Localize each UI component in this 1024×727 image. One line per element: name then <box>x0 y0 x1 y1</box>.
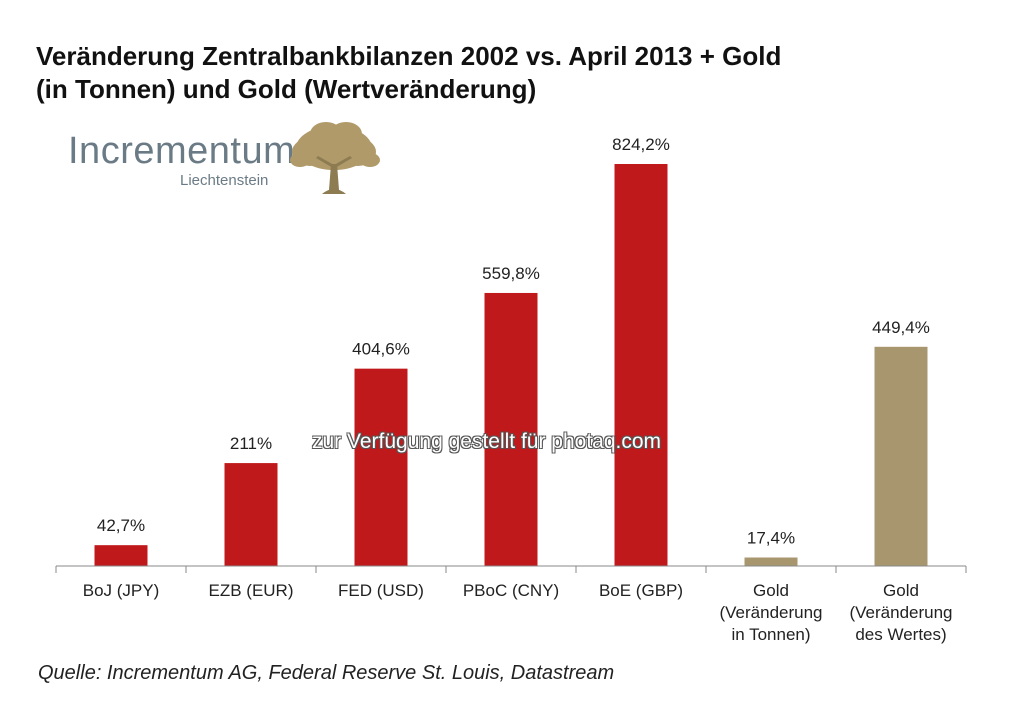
bar-value-label: 42,7% <box>97 516 145 535</box>
category-tick-label: (Veränderung <box>849 603 952 622</box>
logo-name: Incrementum <box>68 130 296 172</box>
chart-title-line-2: (in Tonnen) und Gold (Wertveränderung) <box>36 74 537 104</box>
bar <box>94 545 148 566</box>
bar <box>354 368 408 566</box>
bar <box>874 346 928 566</box>
category-tick-label: EZB (EUR) <box>209 581 294 600</box>
bar-value-label: 404,6% <box>352 340 410 359</box>
category-tick-label: PBoC (CNY) <box>463 581 559 600</box>
bar-value-label: 211% <box>230 434 272 453</box>
incrementum-logo: Incrementum Liechtenstein <box>68 118 388 208</box>
bar <box>484 292 538 566</box>
category-tick-label: (Veränderung <box>719 603 822 622</box>
bar <box>224 463 278 566</box>
category-tick-label: BoE (GBP) <box>599 581 683 600</box>
tree-icon <box>290 122 380 194</box>
watermark-text: zur Verfügung gestellt für photaq.com <box>312 430 662 453</box>
bar <box>744 557 798 566</box>
chart-title: Veränderung Zentralbankbilanzen 2002 vs.… <box>36 40 936 106</box>
bar-value-label: 824,2% <box>612 135 670 154</box>
bar-value-label: 449,4% <box>872 318 930 337</box>
category-tick-label: FED (USD) <box>338 581 424 600</box>
bar-value-label: 17,4% <box>747 529 795 548</box>
category-tick-label: in Tonnen) <box>731 625 810 644</box>
category-tick-label: des Wertes) <box>855 625 946 644</box>
logo-subtitle: Liechtenstein <box>180 172 269 189</box>
chart-title-line-1: Veränderung Zentralbankbilanzen 2002 vs.… <box>36 41 782 71</box>
category-tick-label: Gold <box>883 581 919 600</box>
source-note: Quelle: Incrementum AG, Federal Reserve … <box>38 662 615 684</box>
category-tick-label: BoJ (JPY) <box>83 581 160 600</box>
category-tick-label: Gold <box>753 581 789 600</box>
bar <box>614 164 668 566</box>
bar-value-label: 559,8% <box>482 264 540 283</box>
